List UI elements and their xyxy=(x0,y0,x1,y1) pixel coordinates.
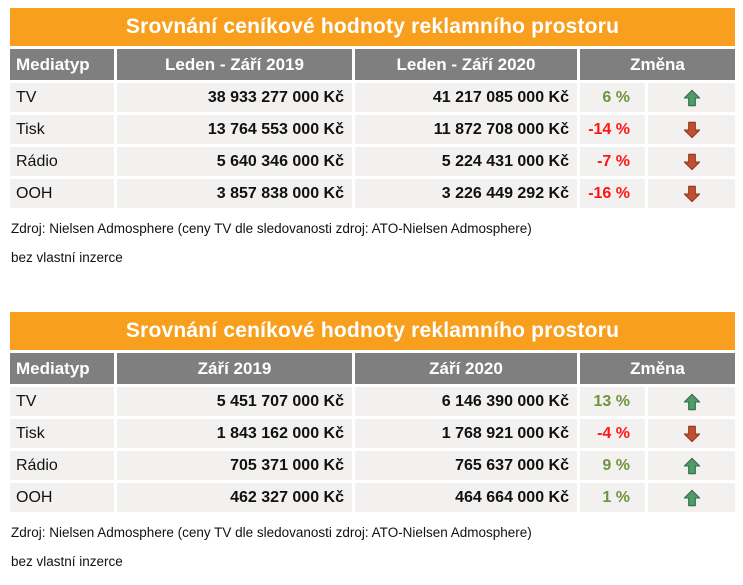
page: Srovnání ceníkové hodnoty reklamního pro… xyxy=(10,8,735,569)
trend-arrow-icon xyxy=(683,393,701,411)
value-2020-cell: 5 224 431 000 Kč xyxy=(355,147,577,176)
table-row: TV 5 451 707 000 Kč 6 146 390 000 Kč 13 … xyxy=(10,387,735,416)
trend-arrow-cell xyxy=(648,179,735,208)
value-2019-cell: 13 764 553 000 Kč xyxy=(117,115,352,144)
trend-arrow-cell xyxy=(648,387,735,416)
value-2019-cell: 462 327 000 Kč xyxy=(117,483,352,512)
trend-arrow-icon xyxy=(683,121,701,139)
value-2019-cell: 3 857 838 000 Kč xyxy=(117,179,352,208)
column-header-row: Mediatyp Leden - Září 2019 Leden - Září … xyxy=(10,49,735,80)
mediatype-cell: Tisk xyxy=(10,419,114,448)
table-row: OOH 462 327 000 Kč 464 664 000 Kč 1 % xyxy=(10,483,735,512)
mediatype-cell: OOH xyxy=(10,179,114,208)
change-percent-cell: -14 % xyxy=(580,115,645,144)
comparison-table-september: Srovnání ceníkové hodnoty reklamního pro… xyxy=(10,312,735,569)
table-row: OOH 3 857 838 000 Kč 3 226 449 292 Kč -1… xyxy=(10,179,735,208)
trend-arrow-cell xyxy=(648,147,735,176)
trend-arrow-icon xyxy=(683,185,701,203)
trend-arrow-icon xyxy=(683,489,701,507)
table-row: Rádio 5 640 346 000 Kč 5 224 431 000 Kč … xyxy=(10,147,735,176)
value-2020-cell: 1 768 921 000 Kč xyxy=(355,419,577,448)
source-note: Zdroj: Nielsen Admosphere (ceny TV dle s… xyxy=(11,525,532,540)
mediatype-cell: Rádio xyxy=(10,147,114,176)
value-2019-cell: 1 843 162 000 Kč xyxy=(117,419,352,448)
change-percent-cell: 9 % xyxy=(580,451,645,480)
column-header-period-2020: Září 2020 xyxy=(355,353,577,384)
trend-arrow-cell xyxy=(648,83,735,112)
column-header-period-2019: Září 2019 xyxy=(117,353,352,384)
column-header-period-2020: Leden - Září 2020 xyxy=(355,49,577,80)
trend-arrow-icon xyxy=(683,425,701,443)
change-percent-cell: -7 % xyxy=(580,147,645,176)
trend-arrow-icon xyxy=(683,153,701,171)
column-header-mediatype: Mediatyp xyxy=(10,49,114,80)
mediatype-cell: Tisk xyxy=(10,115,114,144)
comparison-table-jan-sep: Srovnání ceníkové hodnoty reklamního pro… xyxy=(10,8,735,265)
trend-arrow-cell xyxy=(648,483,735,512)
column-header-change: Změna xyxy=(580,353,735,384)
value-2020-cell: 464 664 000 Kč xyxy=(355,483,577,512)
mediatype-cell: TV xyxy=(10,387,114,416)
value-2020-cell: 11 872 708 000 Kč xyxy=(355,115,577,144)
footnote: bez vlastní inzerce xyxy=(11,250,123,265)
change-percent-cell: -4 % xyxy=(580,419,645,448)
table-row: Tisk 1 843 162 000 Kč 1 768 921 000 Kč -… xyxy=(10,419,735,448)
mediatype-cell: TV xyxy=(10,83,114,112)
trend-arrow-cell xyxy=(648,419,735,448)
value-2019-cell: 5 640 346 000 Kč xyxy=(117,147,352,176)
table-row: Tisk 13 764 553 000 Kč 11 872 708 000 Kč… xyxy=(10,115,735,144)
change-percent-cell: 6 % xyxy=(580,83,645,112)
change-percent-cell: 1 % xyxy=(580,483,645,512)
source-note: Zdroj: Nielsen Admosphere (ceny TV dle s… xyxy=(11,221,532,236)
mediatype-cell: OOH xyxy=(10,483,114,512)
value-2019-cell: 38 933 277 000 Kč xyxy=(117,83,352,112)
change-percent-cell: 13 % xyxy=(580,387,645,416)
value-2019-cell: 5 451 707 000 Kč xyxy=(117,387,352,416)
table-title: Srovnání ceníkové hodnoty reklamního pro… xyxy=(10,8,735,46)
column-header-row: Mediatyp Září 2019 Září 2020 Změna xyxy=(10,353,735,384)
value-2020-cell: 765 637 000 Kč xyxy=(355,451,577,480)
footnote: bez vlastní inzerce xyxy=(11,554,123,569)
column-header-period-2019: Leden - Září 2019 xyxy=(117,49,352,80)
trend-arrow-icon xyxy=(683,89,701,107)
change-percent-cell: -16 % xyxy=(580,179,645,208)
table-row: TV 38 933 277 000 Kč 41 217 085 000 Kč 6… xyxy=(10,83,735,112)
column-header-mediatype: Mediatyp xyxy=(10,353,114,384)
value-2020-cell: 3 226 449 292 Kč xyxy=(355,179,577,208)
trend-arrow-cell xyxy=(648,451,735,480)
column-header-change: Změna xyxy=(580,49,735,80)
table-title: Srovnání ceníkové hodnoty reklamního pro… xyxy=(10,312,735,350)
trend-arrow-icon xyxy=(683,457,701,475)
value-2019-cell: 705 371 000 Kč xyxy=(117,451,352,480)
mediatype-cell: Rádio xyxy=(10,451,114,480)
trend-arrow-cell xyxy=(648,115,735,144)
value-2020-cell: 6 146 390 000 Kč xyxy=(355,387,577,416)
value-2020-cell: 41 217 085 000 Kč xyxy=(355,83,577,112)
table-row: Rádio 705 371 000 Kč 765 637 000 Kč 9 % xyxy=(10,451,735,480)
